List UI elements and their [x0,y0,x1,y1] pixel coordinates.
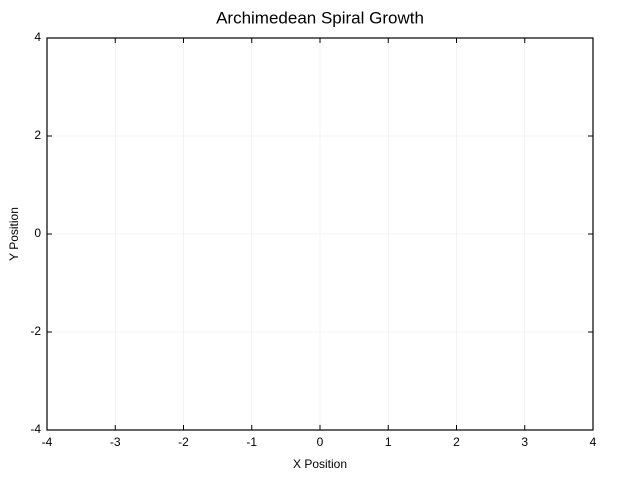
x-tick-label: -1 [246,435,257,449]
x-tick-label: -4 [42,435,53,449]
x-tick-label: 4 [590,435,597,449]
y-tick-label: 0 [34,226,41,240]
x-tick-label: -2 [178,435,189,449]
y-tick-label: 2 [34,128,41,142]
y-tick-label: -4 [30,422,41,436]
x-tick-label: 3 [521,435,528,449]
x-tick-label: 1 [385,435,392,449]
plot-frame [46,37,594,431]
y-tick-label: 4 [34,30,41,44]
x-tick-label: 2 [453,435,460,449]
x-tick-label: -3 [110,435,121,449]
y-axis-label: Y Position [7,207,21,261]
x-tick-label: 0 [317,435,324,449]
chart-title: Archimedean Spiral Growth [216,8,424,27]
y-tick-label: -2 [30,324,41,338]
x-axis-label: X Position [293,457,347,471]
